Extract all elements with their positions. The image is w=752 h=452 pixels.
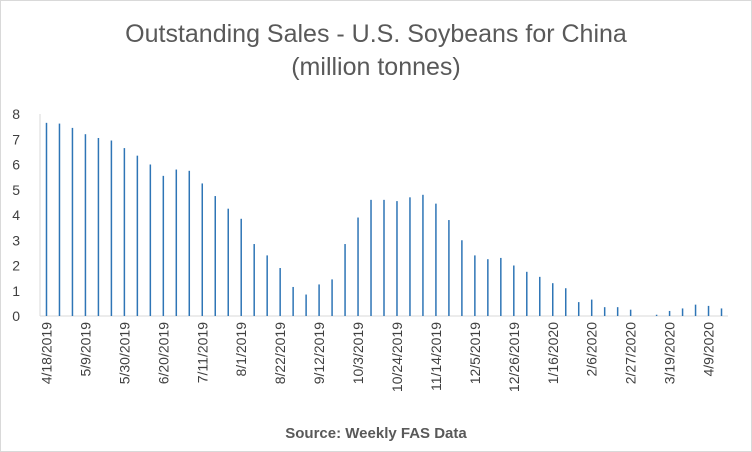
bar — [305, 294, 307, 316]
x-tick-label: 2/27/2020 — [623, 322, 639, 384]
y-tick-label: 1 — [12, 283, 20, 299]
x-tick-label: 10/24/2019 — [389, 322, 405, 392]
bar — [45, 122, 48, 316]
bar — [149, 164, 152, 316]
source-note: Source: Weekly FAS Data — [285, 425, 467, 442]
bar — [58, 123, 61, 316]
x-tick-label: 2/6/2020 — [584, 322, 600, 377]
bar — [461, 240, 463, 316]
y-tick-label: 6 — [12, 157, 20, 173]
bar — [668, 310, 671, 316]
bar — [97, 137, 100, 316]
bar — [422, 194, 424, 316]
bar — [526, 271, 528, 316]
x-tick-label: 6/20/2019 — [155, 322, 171, 384]
bar — [694, 304, 697, 316]
bar — [71, 127, 74, 316]
bar — [487, 259, 489, 316]
x-tick-label: 8/22/2019 — [272, 322, 288, 384]
bar — [500, 257, 502, 316]
bar — [383, 199, 385, 316]
bar — [552, 283, 554, 316]
bar — [331, 279, 333, 316]
bar — [590, 299, 593, 316]
x-tick-label: 12/5/2019 — [467, 322, 483, 384]
y-tick-label: 4 — [12, 207, 20, 223]
bar — [370, 199, 372, 316]
bar — [175, 169, 178, 316]
y-tick-label: 0 — [12, 308, 20, 324]
x-tick-label: 4/9/2020 — [701, 322, 717, 377]
bar — [292, 286, 294, 316]
bar — [357, 217, 359, 316]
bar — [162, 175, 165, 316]
bar — [409, 197, 411, 316]
chart-subtitle: (million tonnes) — [291, 53, 461, 81]
bar — [214, 196, 216, 316]
y-tick-label: 8 — [12, 106, 20, 122]
bar — [318, 284, 320, 316]
y-tick-label: 2 — [12, 258, 20, 274]
bar — [344, 244, 346, 316]
bar — [603, 307, 606, 316]
bar — [629, 309, 632, 316]
bar — [448, 220, 450, 316]
y-tick-label: 7 — [12, 131, 20, 147]
bar — [227, 208, 229, 316]
x-tick-label: 10/3/2019 — [350, 322, 366, 384]
bar — [564, 288, 567, 316]
bar — [681, 308, 684, 316]
x-tick-label: 5/9/2019 — [77, 322, 93, 377]
bar — [707, 305, 710, 316]
bar — [655, 314, 658, 316]
bar — [253, 244, 255, 316]
bar — [577, 302, 580, 316]
bar — [123, 148, 126, 316]
chart-title-block: Outstanding Sales - U.S. Soybeans for Ch… — [0, 18, 752, 84]
x-tick-label: 7/11/2019 — [194, 322, 210, 383]
x-tick-label: 11/14/2019 — [428, 322, 444, 391]
bar — [110, 140, 113, 316]
bar — [266, 255, 268, 316]
bar — [720, 308, 723, 316]
chart-title: Outstanding Sales - U.S. Soybeans for Ch… — [125, 20, 627, 48]
bar — [136, 155, 139, 316]
x-tick-label: 9/12/2019 — [311, 322, 327, 384]
y-tick-label: 3 — [12, 232, 20, 248]
bar — [188, 170, 191, 316]
x-tick-label: 12/26/2019 — [506, 322, 522, 392]
bar — [513, 265, 515, 316]
bar — [474, 255, 476, 316]
x-tick-label: 5/30/2019 — [116, 322, 132, 384]
bar — [279, 268, 281, 316]
bar — [539, 276, 541, 316]
x-tick-label: 1/16/2020 — [545, 322, 561, 384]
bar — [201, 183, 204, 316]
bar — [435, 203, 437, 316]
x-tick-label: 3/19/2020 — [662, 322, 678, 384]
bar — [84, 134, 87, 316]
bar — [240, 218, 242, 316]
x-tick-label: 8/1/2019 — [233, 322, 249, 377]
y-tick-label: 5 — [12, 182, 20, 198]
bar — [616, 307, 619, 316]
bar — [396, 201, 398, 316]
x-tick-label: 4/18/2019 — [38, 322, 54, 384]
